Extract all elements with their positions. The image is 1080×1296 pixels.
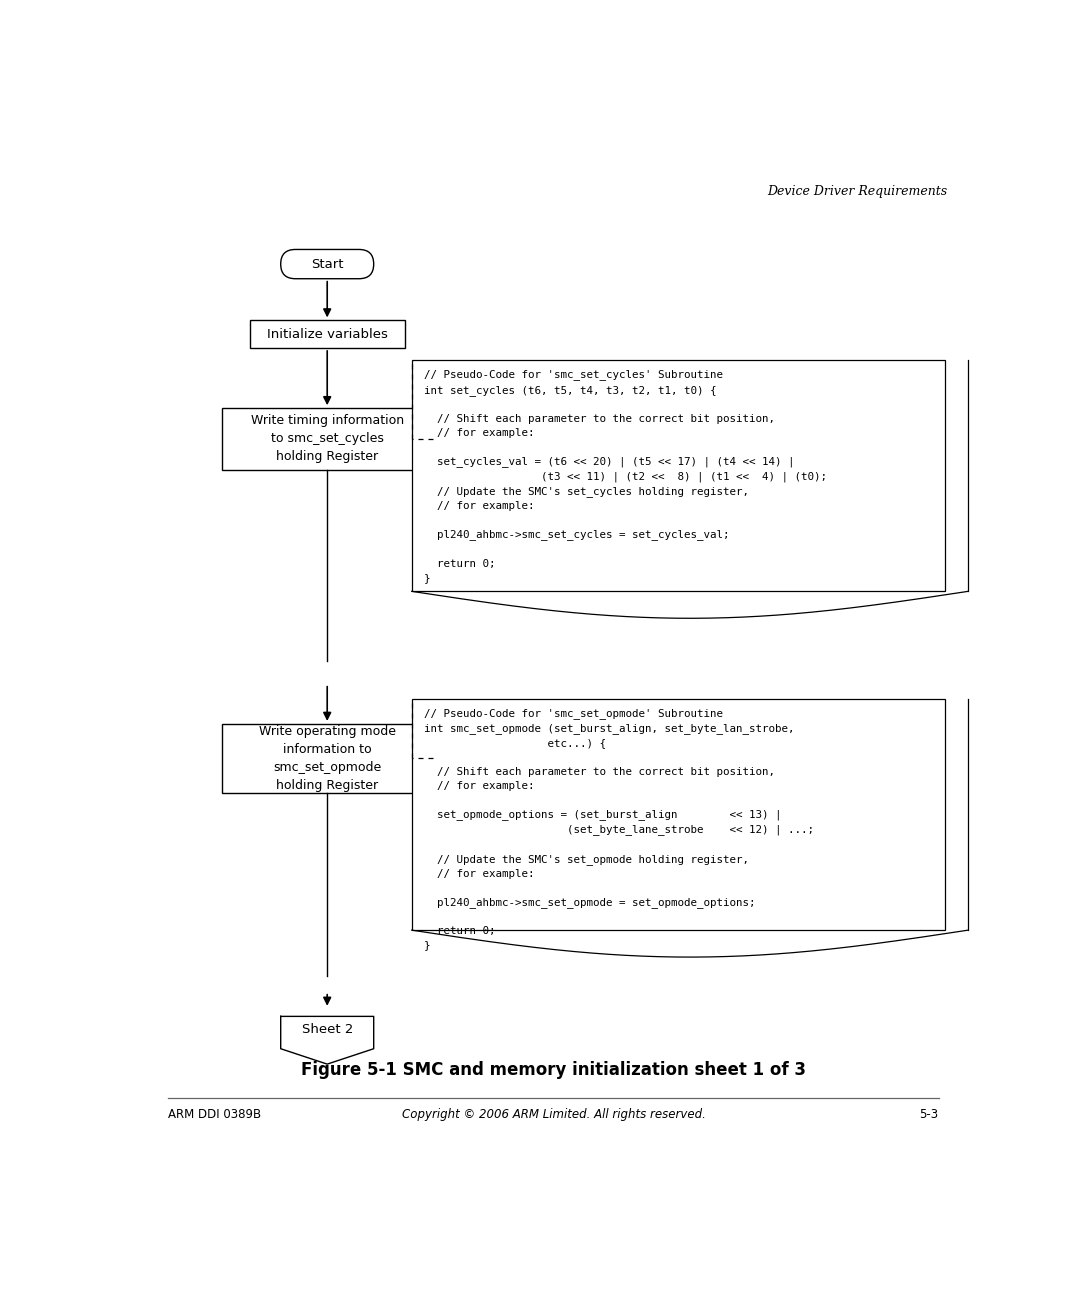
Text: Write timing information
to smc_set_cycles
holding Register: Write timing information to smc_set_cycl…	[251, 415, 404, 464]
Text: Initialize variables: Initialize variables	[267, 328, 388, 341]
Text: // Pseudo-Code for 'smc_set_opmode' Subroutine
int smc_set_opmode (set_burst_ali: // Pseudo-Code for 'smc_set_opmode' Subr…	[424, 709, 814, 950]
Text: ARM DDI 0389B: ARM DDI 0389B	[168, 1108, 261, 1121]
Bar	[249, 320, 405, 349]
Text: Sheet 2: Sheet 2	[301, 1023, 353, 1036]
Text: 5-3: 5-3	[919, 1108, 939, 1121]
Bar	[221, 723, 433, 793]
Bar	[411, 699, 945, 931]
Text: Figure 5-1 SMC and memory initialization sheet 1 of 3: Figure 5-1 SMC and memory initialization…	[301, 1061, 806, 1080]
Text: Device Driver Requirements: Device Driver Requirements	[767, 185, 947, 198]
Bar	[411, 360, 945, 591]
FancyBboxPatch shape	[281, 249, 374, 279]
Text: Copyright © 2006 ARM Limited. All rights reserved.: Copyright © 2006 ARM Limited. All rights…	[402, 1108, 705, 1121]
Text: Start: Start	[311, 258, 343, 271]
Bar	[221, 408, 433, 469]
Text: // Pseudo-Code for 'smc_set_cycles' Subroutine
int set_cycles (t6, t5, t4, t3, t: // Pseudo-Code for 'smc_set_cycles' Subr…	[424, 369, 827, 583]
Text: Write operating mode
information to
smc_set_opmode
holding Register: Write operating mode information to smc_…	[259, 724, 395, 792]
